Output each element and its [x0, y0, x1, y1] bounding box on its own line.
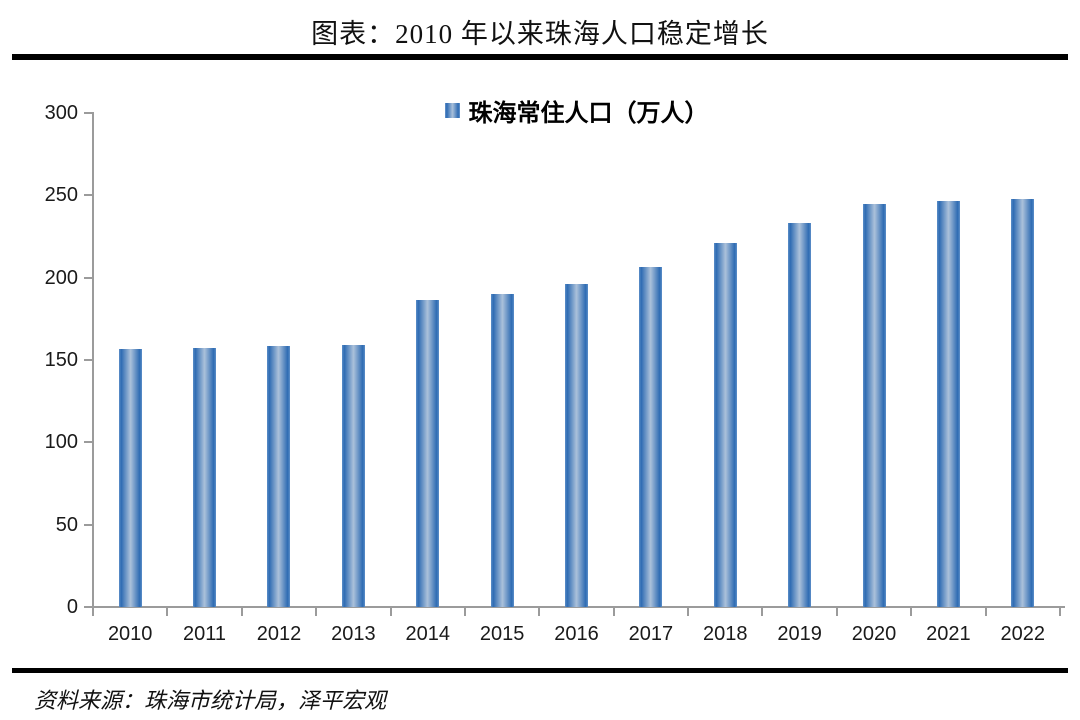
legend: 珠海常住人口（万人） [93, 96, 1060, 127]
x-tick-label: 2016 [554, 623, 599, 645]
y-tick-label: 250 [44, 184, 78, 207]
page-title: 图表：2010 年以来珠海人口稳定增长 [311, 19, 769, 49]
legend-swatch-icon [444, 102, 460, 118]
x-tick-mark [910, 608, 913, 616]
x-tick-label: 2014 [405, 623, 450, 645]
x-tick-mark [166, 608, 169, 616]
x-tick-mark [463, 608, 466, 616]
x-tick-mark [315, 608, 318, 616]
y-tick-mark [84, 112, 93, 114]
bar-2013 [341, 344, 365, 607]
x-tick-label: 2022 [1000, 623, 1046, 645]
bar-2011 [193, 348, 217, 607]
bar-2010 [118, 349, 142, 607]
x-tick-label: 2013 [331, 623, 376, 645]
x-tick-mark [761, 608, 764, 616]
x-tick-mark [240, 608, 243, 616]
y-tick-mark [84, 359, 93, 361]
y-axis-line [92, 112, 94, 608]
bar-2019 [788, 222, 812, 607]
x-tick-label: 2010 [107, 623, 153, 645]
x-tick-label: 2015 [479, 623, 525, 645]
x-axis-line [84, 606, 1065, 608]
source-note: 资料来源：珠海市统计局，泽平宏观 [34, 688, 387, 713]
y-tick-mark [84, 194, 93, 197]
bar-2014 [416, 300, 440, 607]
y-tick-mark [84, 276, 93, 279]
x-tick-mark [687, 608, 690, 616]
bar-2022 [1011, 199, 1035, 607]
x-tick-label: 2017 [628, 623, 674, 645]
x-tick-label: 2019 [777, 623, 822, 645]
y-tick-mark [84, 523, 93, 526]
x-tick-mark [389, 608, 392, 616]
x-tick-mark [538, 608, 541, 616]
y-tick-mark [84, 441, 93, 444]
title-divider [12, 54, 1068, 60]
bar-2012 [267, 346, 291, 607]
x-tick-mark [1059, 608, 1061, 616]
x-tick-label: 2020 [851, 623, 897, 645]
x-tick-label: 2018 [703, 623, 748, 645]
bar-2017 [639, 266, 663, 607]
legend-label: 珠海常住人口（万人） [468, 100, 709, 127]
x-tick-label: 2012 [256, 623, 302, 645]
y-tick-label: 0 [66, 596, 78, 618]
x-tick-mark [984, 608, 987, 616]
x-tick-label: 2021 [926, 623, 971, 645]
x-tick-label: 2011 [183, 623, 227, 645]
footer-divider [12, 668, 1068, 673]
bar-2015 [490, 294, 514, 607]
x-tick-mark [835, 608, 838, 616]
y-tick-label: 150 [44, 349, 78, 371]
y-tick-label: 300 [44, 102, 78, 124]
bar-2018 [713, 242, 737, 607]
y-tick-label: 50 [55, 513, 78, 536]
x-tick-mark [612, 608, 615, 616]
bar-2020 [862, 203, 886, 607]
y-tick-label: 100 [44, 431, 78, 454]
x-tick-mark [92, 608, 94, 616]
y-tick-mark [84, 606, 93, 608]
bar-2016 [565, 284, 588, 607]
bar-2021 [936, 200, 960, 607]
y-tick-label: 200 [44, 266, 78, 289]
